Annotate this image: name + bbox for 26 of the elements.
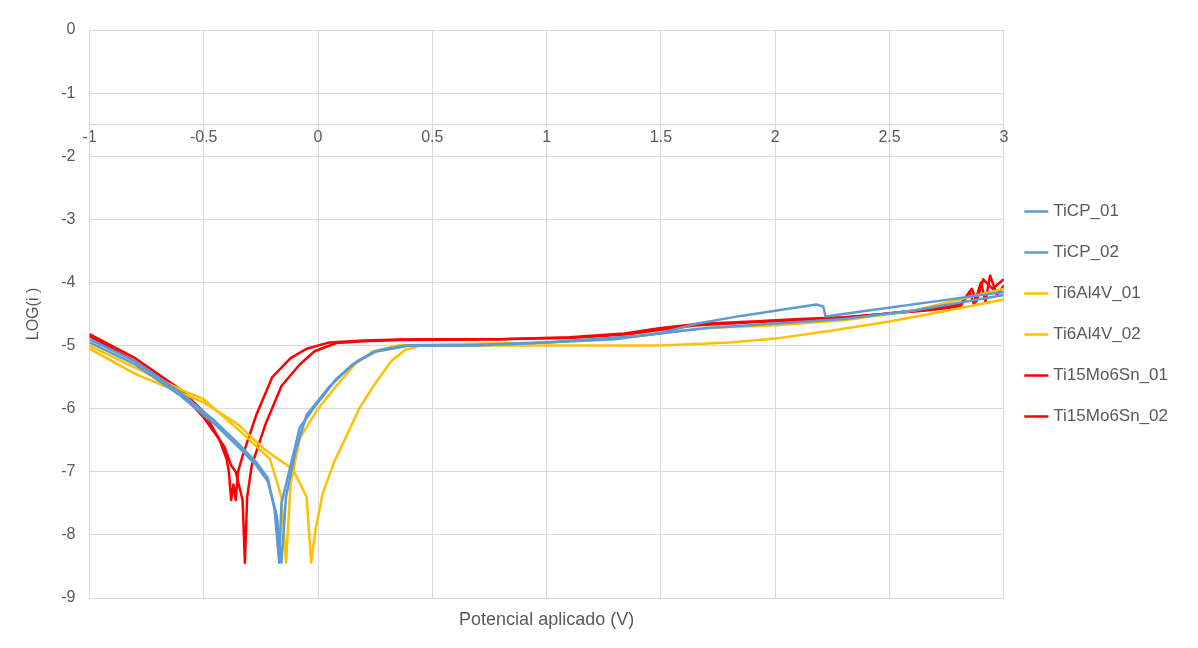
y-tick-label: -3 bbox=[61, 209, 76, 227]
y-tick-label: -1 bbox=[61, 83, 76, 101]
y-tick-label: -4 bbox=[61, 272, 76, 290]
legend-label: Ti6Al4V_01 bbox=[1053, 283, 1141, 303]
y-axis-title: LOG(i ) bbox=[24, 287, 42, 341]
y-tick-label: -2 bbox=[61, 146, 76, 164]
x-tick-label: 3 bbox=[999, 127, 1009, 145]
x-tick-label: 2.5 bbox=[878, 127, 901, 145]
x-tick-label: 1 bbox=[542, 127, 552, 145]
legend-label: TiCP_02 bbox=[1053, 242, 1119, 262]
y-tick-label: 0 bbox=[66, 20, 76, 38]
y-tick-label: -5 bbox=[61, 335, 76, 353]
y-tick-label: -8 bbox=[61, 525, 76, 543]
y-tick-label: -6 bbox=[61, 399, 76, 417]
legend-label: Ti15Mo6Sn_01 bbox=[1053, 365, 1168, 385]
y-tick-label: -9 bbox=[61, 588, 76, 606]
x-axis-title: Potencial aplicado (V) bbox=[459, 608, 635, 629]
x-tick-label: 1.5 bbox=[649, 127, 673, 145]
y-tick-label: -7 bbox=[61, 462, 76, 480]
x-tick-label: 0.5 bbox=[421, 127, 444, 145]
x-tick-label: 2 bbox=[770, 127, 780, 145]
legend-label: TiCP_01 bbox=[1053, 201, 1119, 221]
legend-label: Ti6Al4V_02 bbox=[1053, 324, 1141, 344]
x-tick-label: -0.5 bbox=[189, 127, 218, 145]
legend-label: Ti15Mo6Sn_02 bbox=[1053, 406, 1168, 426]
x-tick-label: 0 bbox=[313, 127, 323, 145]
